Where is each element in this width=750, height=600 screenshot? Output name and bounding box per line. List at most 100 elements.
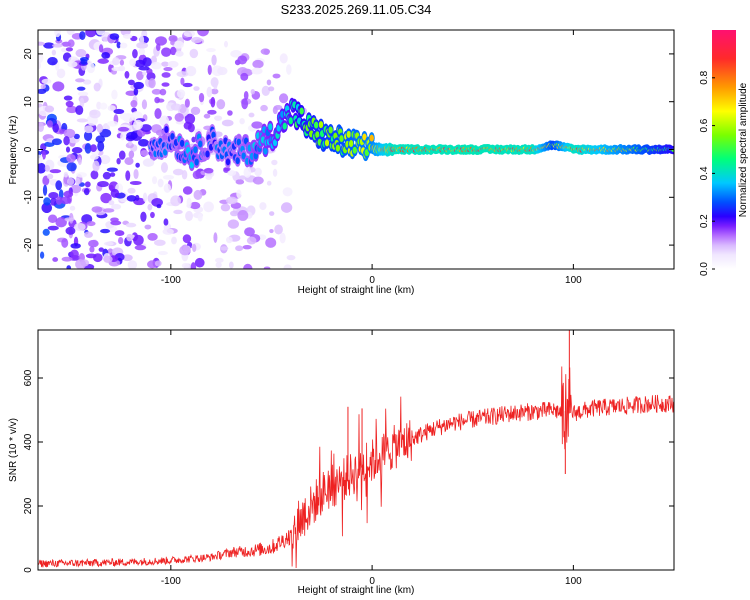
snr-line [38,366,674,569]
heatmap-ridge-cell [170,133,175,141]
heatmap-noise-cell [116,157,121,165]
heatmap-noise-cell [51,49,57,56]
heatmap-noise-cell [70,243,81,249]
heatmap-ridge-cell [235,157,240,165]
heatmap-noise-cell [99,154,111,165]
heatmap-noise-cell [96,123,103,133]
heatmap-noise-cell [259,202,267,211]
heatmap-noise-cell [189,201,201,210]
heatmap-noise-cell [42,184,48,196]
heatmap-noise-cell [220,246,229,251]
heatmap-noise-cell [89,246,95,253]
heatmap-noise-cell [47,214,58,224]
heatmap-noise-cell [198,92,205,103]
heatmap-noise-cell [67,61,78,68]
heatmap-noise-cell [236,189,242,199]
heatmap-noise-cell [133,168,139,180]
heatmap-noise-cell [138,66,150,71]
heatmap-ridge-cell [211,131,216,139]
heatmap-ridge-cell [348,140,354,148]
heatmap-noise-cell [186,197,192,209]
heatmap-noise-cell [263,266,271,269]
heatmap-noise-cell [43,197,51,206]
heatmap-ytick-label: -10 [23,190,34,205]
heatmap-noise-cell [182,234,192,244]
heatmap-noise-cell [52,43,63,48]
heatmap-noise-cell [101,51,111,59]
heatmap-noise-cell [52,257,59,262]
heatmap-ridge-cell [272,139,278,147]
heatmap-noise-cell [80,56,89,62]
heatmap-noise-cell [102,171,111,180]
heatmap-noise-cell [266,79,272,86]
heatmap-noise-cell [133,234,144,246]
heatmap-noise-cell [83,188,90,196]
heatmap-noise-cell [159,88,167,96]
heatmap-noise-cell [111,89,118,100]
heatmap-noise-cell [132,48,138,59]
heatmap-noise-cell [106,167,118,172]
heatmap-noise-cell [91,206,103,213]
heatmap-noise-cell [79,31,86,40]
heatmap-noise-cell [88,239,99,248]
heatmap-noise-cell [156,204,162,209]
heatmap-noise-cell [66,105,78,114]
heatmap-noise-cell [44,164,51,172]
heatmap-noise-cell [286,255,296,261]
heatmap-noise-cell [98,247,104,252]
heatmap-noise-cell [217,66,228,76]
heatmap-noise-cell [77,157,82,165]
heatmap-noise-cell [147,260,158,269]
heatmap-noise-cell [252,176,264,185]
heatmap-noise-cell [211,54,217,66]
heatmap-noise-cell [223,40,229,48]
heatmap-noise-cell [251,121,263,129]
heatmap-noise-cell [151,88,162,95]
heatmap-noise-cell [107,120,119,127]
snr-plot-area [38,330,674,570]
heatmap-noise-cell [235,179,245,185]
heatmap-noise-cell [125,222,137,228]
heatmap-noise-cell [269,229,274,234]
heatmap-noise-cell [225,236,233,244]
heatmap-noise-cell [127,187,136,194]
heatmap-noise-cell [136,42,149,49]
heatmap-noise-cell [109,172,116,177]
heatmap-ytick-label: 0 [23,146,34,152]
heatmap-noise-cell [84,181,91,188]
heatmap-noise-cell [279,232,286,244]
heatmap-noise-cell [227,219,239,229]
heatmap-noise-cell [70,249,79,260]
heatmap-noise-cell [117,126,130,132]
heatmap-noise-cell [206,48,216,53]
heatmap-noise-cell [112,57,120,66]
heatmap-noise-cell [109,33,120,40]
heatmap-noise-cell [136,71,144,81]
heatmap-noise-cell [269,211,275,216]
heatmap-noise-cell [251,67,263,75]
heatmap-ridge-cell [313,121,319,129]
heatmap-noise-cell [191,136,196,143]
heatmap-noise-cell [215,257,224,263]
heatmap-ytick-label: 10 [23,96,34,108]
heatmap-noise-cell [86,221,96,227]
heatmap-noise-cell [161,61,169,67]
heatmap-noise-cell [96,30,106,36]
heatmap-noise-cell [283,264,292,269]
heatmap-noise-cell [180,77,185,86]
heatmap-noise-cell [227,170,237,176]
snr-xticks: -100 0 100 [161,330,582,587]
heatmap-noise-cell [119,59,125,66]
heatmap-noise-cell [92,253,103,263]
heatmap-noise-cell [194,257,205,268]
heatmap-noise-cell [77,91,89,97]
heatmap-noise-cell [243,90,249,100]
heatmap-noise-cell [189,48,199,59]
heatmap-noise-cell [252,59,264,69]
heatmap-noise-cell [126,233,133,242]
heatmap-noise-cell [99,128,112,138]
heatmap-noise-cell [141,99,148,110]
heatmap-noise-cell [122,33,133,39]
heatmap-ridge-cell [299,107,304,115]
